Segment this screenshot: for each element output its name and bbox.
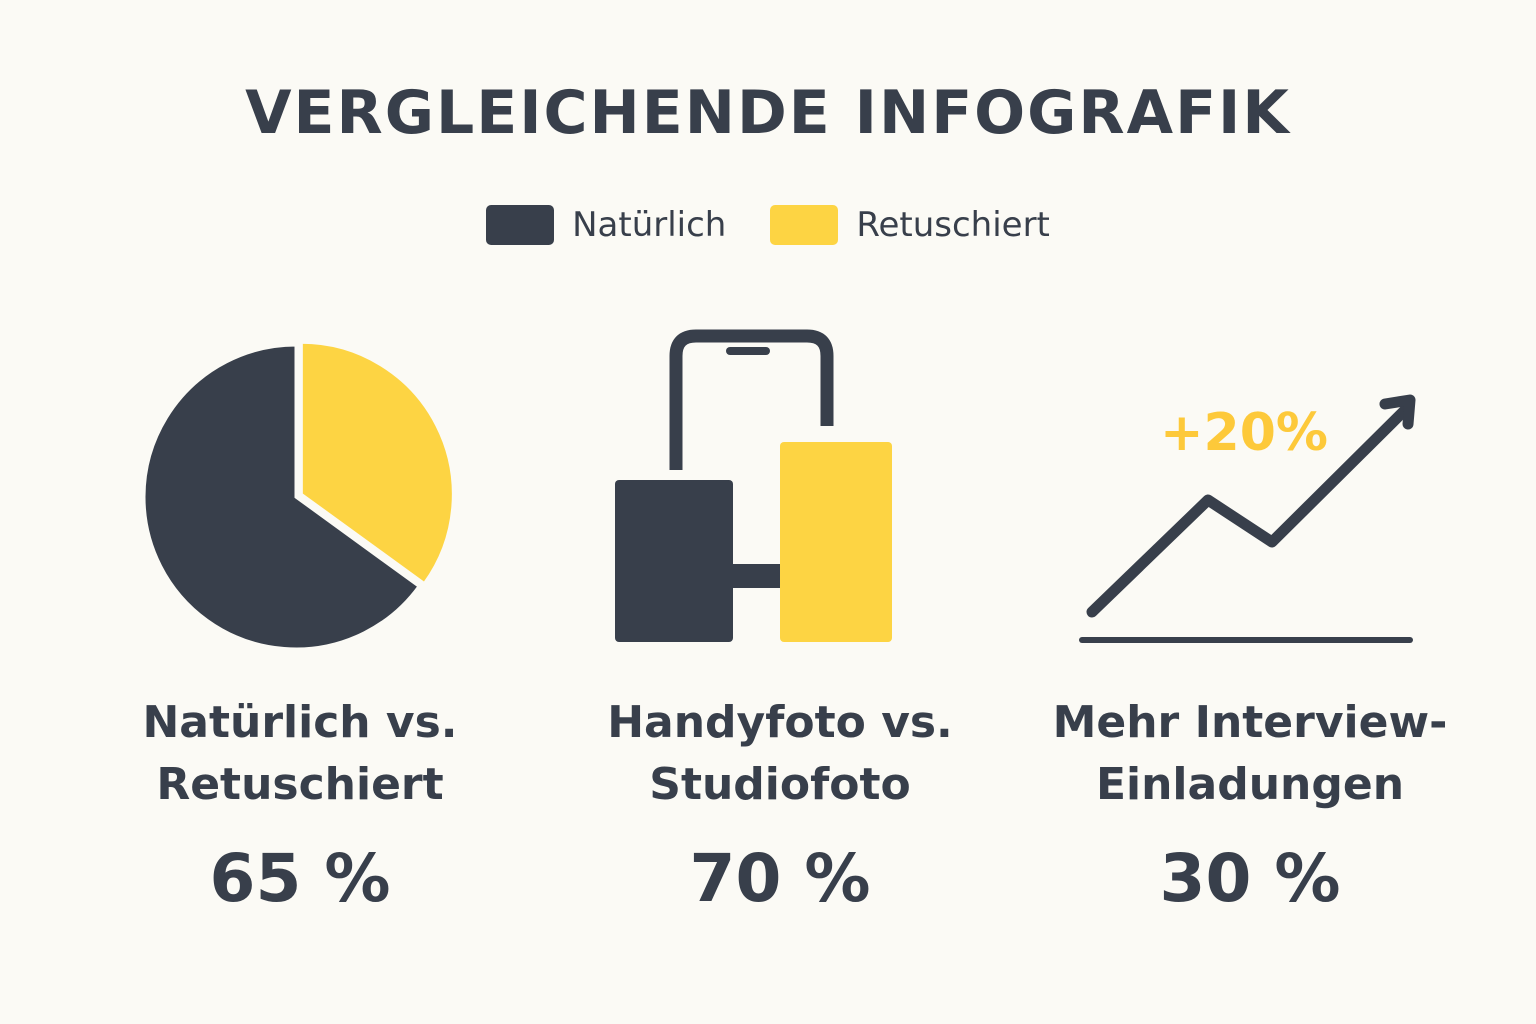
panel-phone-label: Handyfoto vs. Studiofoto: [540, 692, 1020, 816]
legend-item-retouched: Retuschiert: [770, 205, 1050, 245]
pie-slice-natural: [142, 343, 422, 651]
studio-photo-block: [780, 442, 892, 642]
panel-trend-label-line-2: Einladungen: [1095, 759, 1405, 810]
panel-trend-value: 30 %: [1159, 840, 1341, 917]
panel-phone-label-line-2: Studiofoto: [649, 759, 911, 810]
trend-annotation: +20%: [1160, 403, 1328, 463]
panel-pie-value: 65 %: [209, 840, 391, 917]
panel-phone-value: 70 %: [689, 840, 871, 917]
phone-vs-studio-icon: [615, 329, 892, 642]
natural-photo-block: [615, 480, 733, 642]
legend-swatch-natural: [486, 205, 555, 245]
legend-label-natural: Natürlich: [572, 205, 727, 245]
trend-line: [1086, 404, 1411, 618]
phone-outline: [669, 329, 834, 470]
page-title: VERGLEICHENDE INFOGRAFIK: [245, 78, 1291, 148]
legend: Natürlich Retuschiert: [0, 205, 1536, 245]
panel-phone-label-line-1: Handyfoto vs.: [607, 697, 953, 748]
panel-trend-label: Mehr Interview- Einladungen: [1010, 692, 1490, 816]
phone-speaker: [726, 347, 770, 355]
legend-item-natural: Natürlich: [486, 205, 726, 245]
legend-swatch-retouched: [770, 205, 839, 245]
panel-trend: +20% Mehr Interview- Einladungen 30 %: [1010, 320, 1490, 960]
panel-pie-label-line-2: Retuschiert: [156, 759, 444, 810]
pie-chart: [142, 340, 455, 651]
panel-pie-label-line-1: Natürlich vs.: [142, 697, 458, 748]
trend-up-arrow-icon: +20%: [1079, 394, 1416, 643]
pie-slice-retouched: [299, 340, 455, 586]
trend-arrowhead: [1379, 394, 1416, 430]
legend-label-retouched: Retuschiert: [856, 205, 1050, 245]
panel-pie: Natürlich vs. Retuschiert 65 %: [60, 320, 540, 960]
panel-trend-label-line-1: Mehr Interview-: [1052, 697, 1448, 748]
panel-phone-studio: Handyfoto vs. Studiofoto 70 %: [540, 320, 1020, 960]
panel-pie-label: Natürlich vs. Retuschiert: [60, 692, 540, 816]
